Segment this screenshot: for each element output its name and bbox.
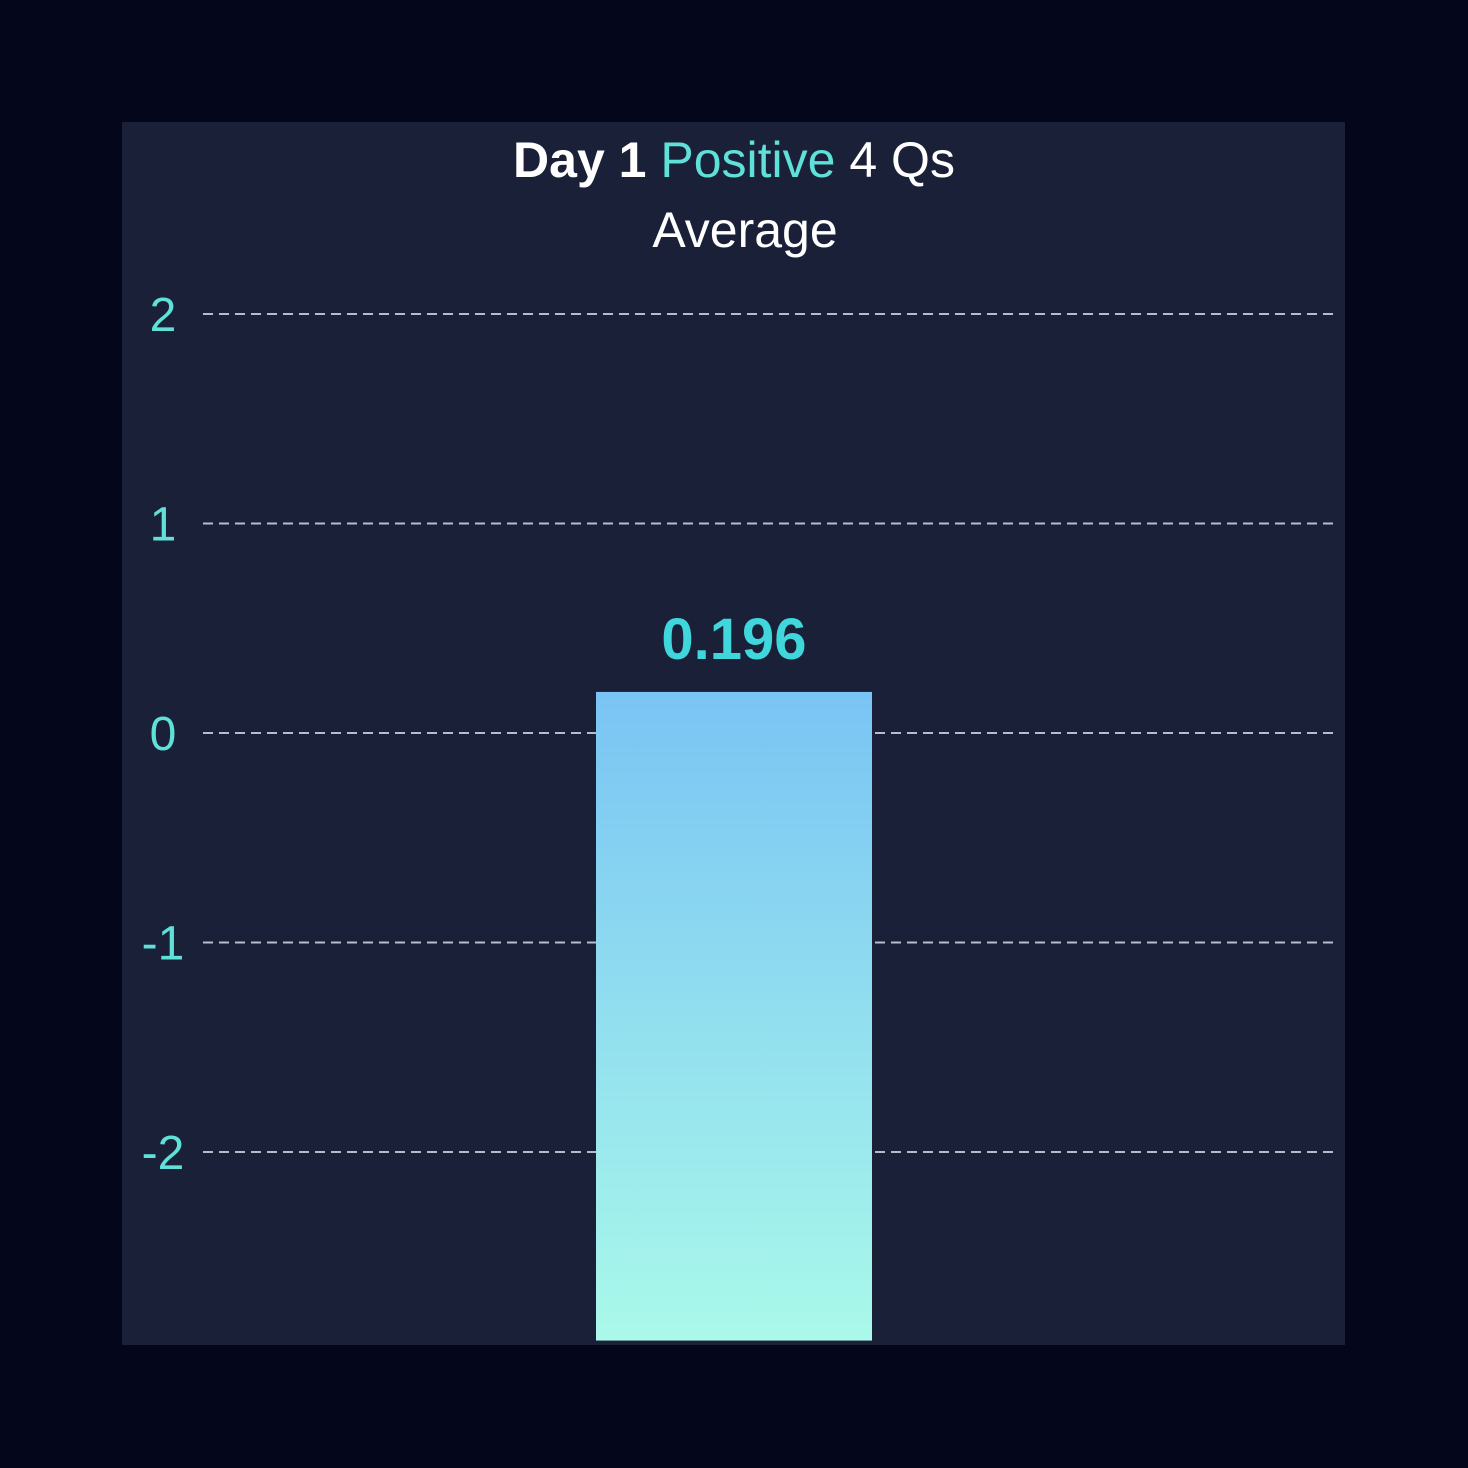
title-questions: 4 Qs (849, 132, 955, 188)
title-day: Day 1 (513, 132, 647, 188)
y-tick-label: 2 (150, 289, 177, 342)
y-tick-label: 0 (150, 708, 177, 761)
chart-subtitle: Average (652, 202, 838, 258)
y-axis-ticks: 2 1 0 -1 -2 (142, 289, 185, 1180)
title-positive: Positive (660, 132, 836, 188)
y-tick-label: -1 (142, 918, 185, 971)
bar (596, 691, 872, 1341)
bars (596, 691, 872, 1341)
y-tick-label: -2 (142, 1127, 185, 1180)
bar-value-label: 0.196 (661, 607, 806, 672)
chart-title: Day 1 Positive 4 Qs (0, 128, 1468, 192)
y-tick-label: 1 (150, 499, 177, 552)
data-labels: 0.196 (661, 607, 806, 672)
